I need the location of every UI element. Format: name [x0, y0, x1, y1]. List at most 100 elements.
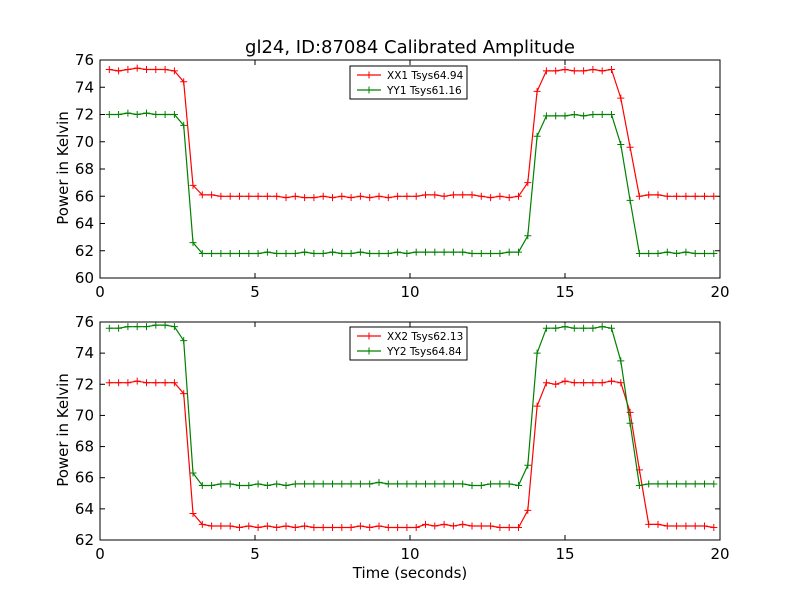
top-series-xx1-point: [422, 191, 429, 199]
top-series-xx1-point: [263, 192, 271, 200]
bottom-series-yy2-point: [589, 324, 597, 332]
bottom-series-yy2-point: [245, 482, 253, 489]
bottom-series-xx2-point: [152, 379, 160, 387]
top-series-yy1-point: [375, 249, 383, 257]
top-ytick-label: 64: [75, 215, 94, 233]
top-series-yy1-point: [542, 112, 550, 120]
bottom-series-yy2-point: [291, 480, 299, 488]
top-series-xx1-point: [198, 191, 206, 199]
top-series-xx1-point: [291, 192, 299, 200]
top-series-yy1-point: [282, 249, 290, 257]
bottom-series-xx2-point: [431, 522, 439, 530]
top-series-xx1-point: [691, 192, 699, 200]
top-series-xx1-point: [468, 191, 476, 199]
bottom-series-yy2-point: [161, 321, 169, 329]
top-series-yy1-point: [496, 249, 504, 257]
top-series-xx1-point: [487, 194, 495, 202]
top-series-yy1-point: [673, 249, 681, 257]
chart-title: gl24, ID:87084 Calibrated Amplitude: [245, 37, 575, 58]
bottom-series-yy2-point: [254, 480, 262, 488]
bottom-series-yy2-point: [505, 480, 513, 488]
bottom-series-yy2-point: [356, 480, 364, 488]
bottom-series-xx2-point: [189, 510, 197, 518]
top-series-xx1-point: [477, 192, 485, 200]
bottom-series-xx2-point: [105, 379, 113, 387]
bottom-series-xx2-point: [570, 379, 578, 387]
top-ytick-label: 66: [75, 187, 94, 205]
bottom-ytick-label: 72: [75, 375, 94, 393]
top-series-yy1-point: [152, 111, 160, 118]
bottom-series-xx2-point: [161, 379, 169, 387]
top-legend-marker: [365, 71, 373, 79]
top-series-yy1-point: [422, 248, 429, 256]
bottom-series-xx2-point: [663, 522, 671, 530]
bottom-series-xx2-point: [338, 524, 346, 532]
bottom-series-xx2-point: [422, 520, 429, 528]
bottom-series-xx2-point: [710, 524, 718, 532]
top-series-yy1-point: [561, 112, 569, 120]
bottom-series-yy2-point: [663, 480, 671, 488]
bottom-series-yy2-point: [273, 480, 281, 488]
top-series-yy1-point: [580, 112, 588, 120]
bottom-series-yy2-point: [617, 357, 625, 365]
bottom-legend-marker: [365, 347, 373, 355]
bottom-series-yy2-point: [468, 482, 476, 489]
top-xtick-label: 15: [555, 283, 574, 301]
top-series-xx1-point: [124, 66, 132, 74]
top-series-yy1-point: [701, 249, 708, 257]
bottom-series-xx2-point: [682, 522, 690, 530]
top-series-xx1-point: [115, 67, 123, 75]
bottom-series-yy2-point: [524, 461, 532, 469]
bottom-series-yy2-point: [515, 482, 522, 489]
bottom-xtick-label: 20: [710, 545, 729, 563]
bottom-legend-marker: [365, 332, 373, 340]
top-axes-frame: [99, 59, 721, 279]
top-series-xx1-point: [133, 64, 141, 72]
bottom-xlabel: Time (seconds): [352, 564, 468, 582]
bottom-series-xx2-point: [133, 377, 141, 385]
top-series-yy1-point: [515, 248, 522, 256]
bottom-ytick-label: 64: [75, 500, 94, 518]
bottom-series-yy2-point: [115, 324, 123, 332]
bottom-series-xx2-point: [245, 522, 253, 530]
top-series-yy1-point: [384, 249, 392, 257]
bottom-series-xx2-point: [170, 379, 178, 387]
top-series-xx1-point: [645, 191, 653, 199]
bottom-series-yy2-point: [319, 480, 327, 488]
bottom-series-yy2-point: [133, 323, 141, 331]
top-series-xx1-point: [449, 191, 457, 199]
top-series-xx1-point: [561, 66, 569, 74]
bottom-series-xx2-point: [412, 524, 420, 532]
top-series-yy1-point: [263, 248, 271, 256]
bottom-series-xx2-point: [654, 520, 662, 528]
top-series-xx1-point: [654, 191, 662, 199]
bottom-ytick-label: 68: [75, 438, 94, 456]
bottom-series-yy2-point: [645, 480, 653, 488]
bottom-series-yy2-point: [533, 349, 541, 357]
top-series-yy1-point: [552, 112, 560, 120]
bottom-series-xx2-point: [673, 522, 681, 530]
top-series-yy1-point: [143, 109, 150, 117]
bottom-series-xx2-point: [217, 522, 225, 530]
top-series-yy1-point: [608, 111, 615, 118]
top-series-xx1-point: [598, 67, 606, 75]
top-series-xx1-point: [208, 191, 216, 199]
top-series-yy1-point: [133, 111, 141, 118]
bottom-series-xx2-point: [552, 380, 560, 388]
bottom-series-xx2-point: [366, 524, 374, 532]
bottom-legend-label: YY2 Tsys64.84: [386, 346, 462, 358]
top-series-yy1-point: [477, 249, 485, 257]
top-series-yy1-point: [645, 249, 653, 257]
bottom-series-yy2-point: [282, 482, 290, 489]
top-series-xx1-point: [412, 192, 420, 200]
bottom-series-yy2-point: [124, 323, 132, 331]
top-series-xx1-point: [682, 192, 690, 200]
top-series-yy1-point: [589, 111, 597, 118]
bottom-series-yy2-point: [701, 480, 708, 488]
top-xtick-label: 5: [250, 283, 260, 301]
bottom-series-xx2-point: [515, 524, 522, 532]
bottom-ytick-label: 74: [75, 344, 94, 362]
bottom-series-xx2-point: [459, 520, 467, 528]
bottom-series-yy2-point: [189, 469, 197, 477]
bottom-series-xx2-point: [691, 522, 699, 530]
